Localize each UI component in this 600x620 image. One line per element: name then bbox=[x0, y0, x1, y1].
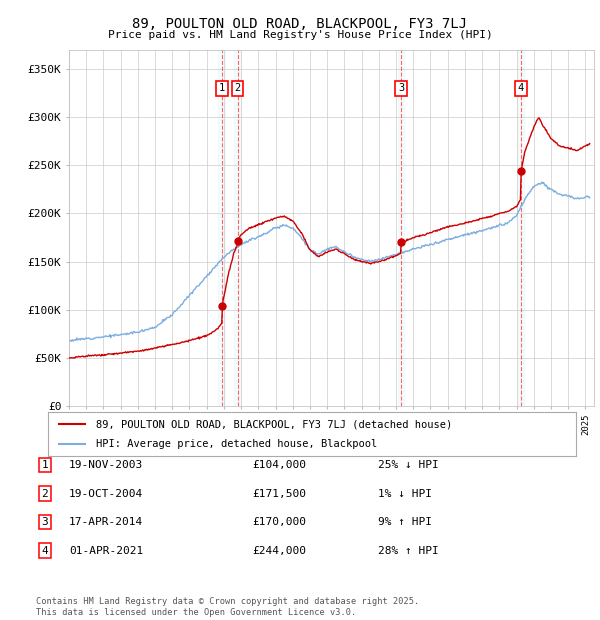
Text: 1% ↓ HPI: 1% ↓ HPI bbox=[378, 489, 432, 498]
Text: £171,500: £171,500 bbox=[252, 489, 306, 498]
Bar bbox=[517, 50, 524, 406]
Text: 9% ↑ HPI: 9% ↑ HPI bbox=[378, 517, 432, 527]
Text: 19-NOV-2003: 19-NOV-2003 bbox=[69, 460, 143, 470]
Text: 4: 4 bbox=[518, 83, 524, 93]
Text: 1: 1 bbox=[219, 83, 225, 93]
Text: Contains HM Land Registry data © Crown copyright and database right 2025.
This d: Contains HM Land Registry data © Crown c… bbox=[36, 598, 419, 617]
Text: 01-APR-2021: 01-APR-2021 bbox=[69, 546, 143, 556]
Text: £104,000: £104,000 bbox=[252, 460, 306, 470]
Bar bbox=[218, 50, 225, 406]
Text: 4: 4 bbox=[41, 546, 49, 556]
Text: 19-OCT-2004: 19-OCT-2004 bbox=[69, 489, 143, 498]
Text: HPI: Average price, detached house, Blackpool: HPI: Average price, detached house, Blac… bbox=[95, 439, 377, 449]
Text: 89, POULTON OLD ROAD, BLACKPOOL, FY3 7LJ: 89, POULTON OLD ROAD, BLACKPOOL, FY3 7LJ bbox=[133, 17, 467, 32]
Text: 3: 3 bbox=[398, 83, 404, 93]
Text: 2: 2 bbox=[235, 83, 241, 93]
Bar bbox=[234, 50, 241, 406]
Text: £170,000: £170,000 bbox=[252, 517, 306, 527]
Text: 28% ↑ HPI: 28% ↑ HPI bbox=[378, 546, 439, 556]
Text: 89, POULTON OLD ROAD, BLACKPOOL, FY3 7LJ (detached house): 89, POULTON OLD ROAD, BLACKPOOL, FY3 7LJ… bbox=[95, 419, 452, 429]
Text: 1: 1 bbox=[41, 460, 49, 470]
Text: 2: 2 bbox=[41, 489, 49, 498]
Bar bbox=[398, 50, 404, 406]
Text: 25% ↓ HPI: 25% ↓ HPI bbox=[378, 460, 439, 470]
Text: 17-APR-2014: 17-APR-2014 bbox=[69, 517, 143, 527]
Text: Price paid vs. HM Land Registry's House Price Index (HPI): Price paid vs. HM Land Registry's House … bbox=[107, 30, 493, 40]
Text: £244,000: £244,000 bbox=[252, 546, 306, 556]
Text: 3: 3 bbox=[41, 517, 49, 527]
